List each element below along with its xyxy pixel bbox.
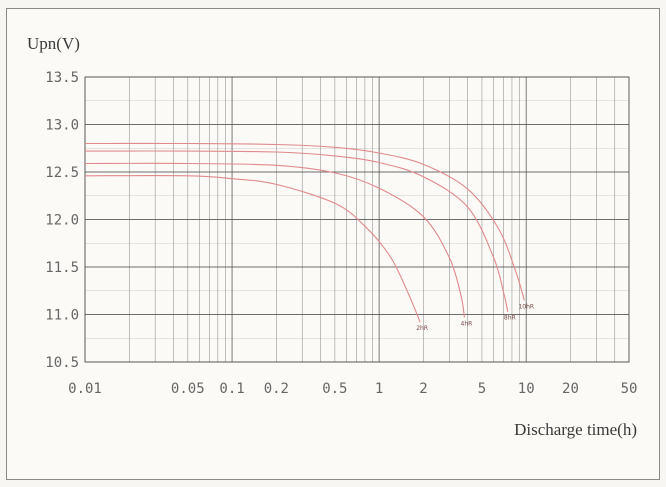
y-axis-title: Upn(V) — [27, 34, 80, 53]
x-tick-label: 2 — [419, 381, 427, 397]
chart-frame: 2hR 4hR 8hR 10hR 13.5 13.0 12.5 12.0 11.5 11.0 10… — [6, 8, 660, 480]
x-tick-label: 0.1 — [219, 381, 244, 397]
x-tick-label: 0.2 — [264, 381, 289, 397]
series-label-8hR: 8hR — [504, 315, 516, 322]
grid — [84, 76, 630, 363]
series-label-2hR: 2hR — [416, 325, 428, 332]
y-tick-label: 13.5 — [45, 70, 79, 86]
series-line-2hR — [84, 175, 421, 323]
x-tick-label: 0.5 — [322, 381, 347, 397]
y-tick-label: 13.0 — [45, 118, 79, 134]
x-tick-label: 0.05 — [171, 381, 205, 397]
y-tick-label: 11.0 — [45, 308, 79, 324]
series-line-4hR — [84, 162, 465, 318]
x-tick-label: 10 — [518, 381, 535, 397]
tick-labels: 13.513.012.512.011.511.010.50.01 0.05 0.1 0… — [45, 70, 637, 397]
y-tick-label: 12.0 — [45, 213, 79, 229]
y-tick-label: 10.5 — [45, 355, 79, 371]
series-line-10hR — [84, 142, 525, 301]
x-tick-label: 20 — [562, 381, 579, 397]
x-axis-title: Discharge time(h) — [514, 420, 637, 439]
y-tick-label: 11.5 — [45, 260, 79, 276]
x-tick-label: 0.01 — [68, 381, 102, 397]
series-label-10hR: 10hR — [518, 303, 534, 310]
x-tick-label: 5 — [478, 381, 486, 397]
series-line-8hR — [84, 150, 509, 312]
x-tick-label: 1 — [375, 381, 383, 397]
series-label-4hR: 4hR — [461, 320, 473, 327]
y-tick-label: 12.5 — [45, 165, 79, 181]
x-tick-label: 50 — [621, 381, 638, 397]
